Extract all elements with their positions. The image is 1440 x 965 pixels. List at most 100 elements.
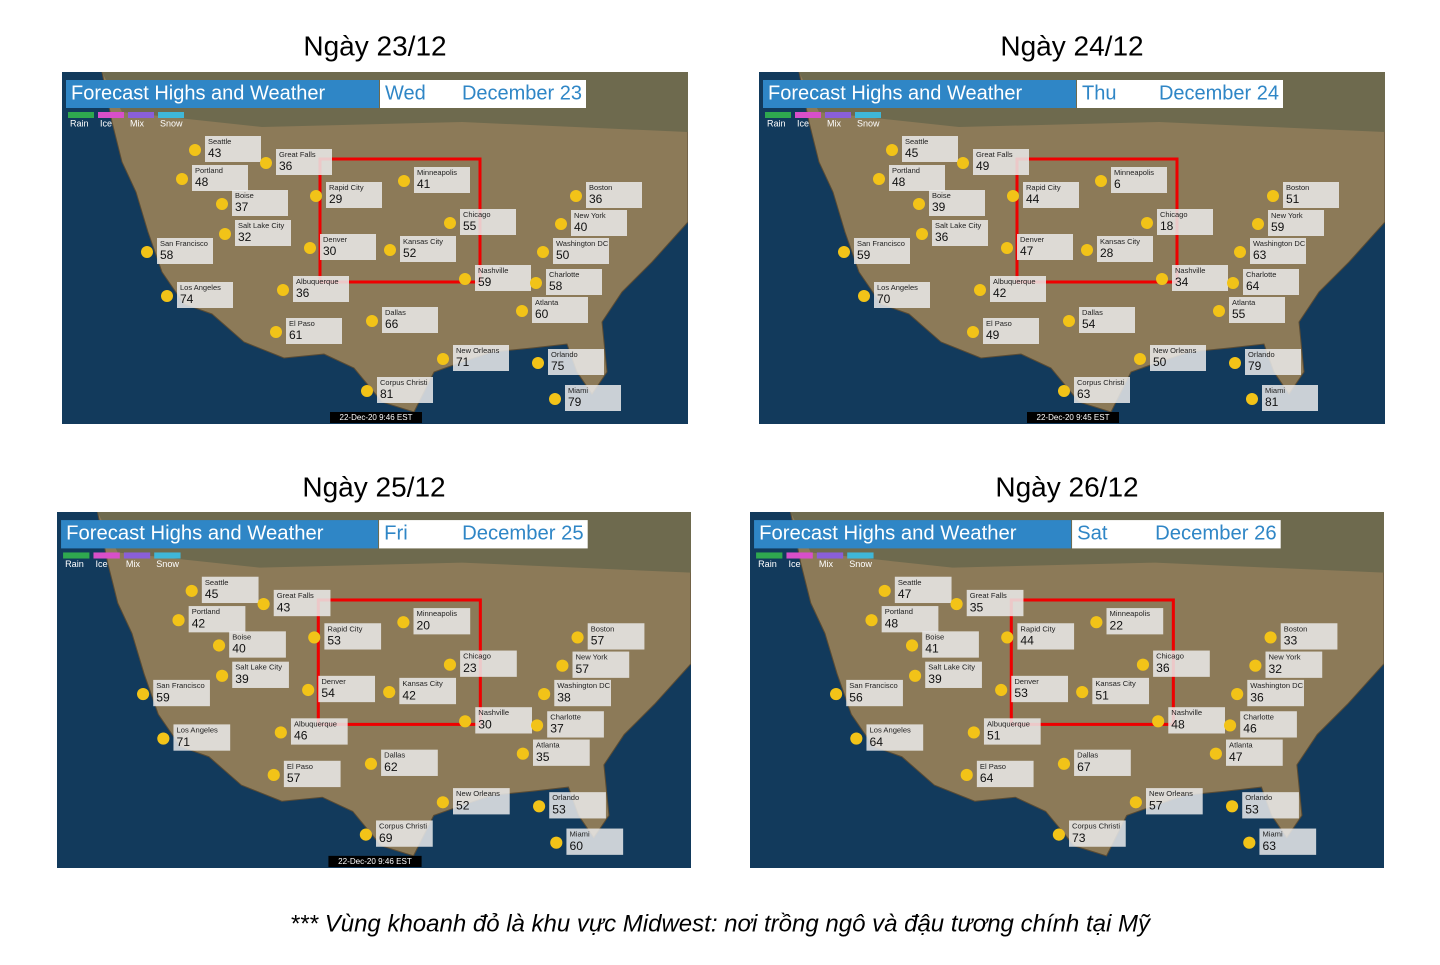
city-temp: 30	[323, 244, 337, 258]
city-box	[320, 234, 376, 260]
weather-icon	[571, 631, 584, 644]
legend-swatch	[847, 552, 874, 559]
city-box	[532, 297, 588, 323]
legend-label: Ice	[797, 118, 809, 128]
city-name: Albuquerque	[993, 277, 1036, 286]
city-temp: 73	[1072, 831, 1086, 845]
weather-icon	[1152, 715, 1165, 728]
city-box	[1226, 739, 1283, 766]
legend-label: Mix	[827, 118, 841, 128]
weather-icon	[277, 284, 289, 296]
legend-label: Mix	[126, 559, 141, 569]
city-name: Charlotte	[549, 270, 579, 279]
city-box	[201, 576, 259, 604]
header-date: December 24	[1159, 82, 1279, 104]
city-name: Denver	[323, 235, 348, 244]
timestamp-box	[328, 855, 422, 867]
city-box	[153, 679, 210, 707]
city-temp: 81	[1265, 395, 1279, 409]
city-name: El Paso	[287, 762, 313, 771]
legend-swatch	[63, 552, 90, 559]
city-name: Dallas	[384, 751, 405, 760]
date-box	[1077, 80, 1283, 108]
weather-icon	[1001, 242, 1013, 254]
city-box	[1074, 377, 1130, 403]
legend-swatch	[154, 552, 181, 559]
city-name: Salt Lake City	[928, 663, 975, 672]
header-date: December 25	[462, 523, 584, 545]
city-name: Kansas City	[1095, 679, 1136, 688]
timestamp: 22-Dec-20 9:46 EST	[338, 857, 412, 866]
city-name: Chicago	[1156, 652, 1184, 661]
city-box	[854, 238, 910, 264]
weather-icon	[172, 614, 185, 627]
city-name: Dallas	[385, 308, 406, 317]
city-box	[932, 220, 988, 246]
city-temp: 53	[327, 634, 341, 648]
city-name: Rapid City	[327, 624, 362, 633]
weather-icon	[1007, 190, 1019, 202]
weather-icon	[1231, 687, 1244, 701]
city-box	[973, 149, 1029, 175]
weather-icon	[549, 393, 561, 405]
city-box	[232, 190, 288, 216]
city-name: San Francisco	[849, 681, 897, 690]
weather-icon	[366, 315, 378, 327]
city-temp: 28	[1100, 246, 1114, 260]
legend-label: Rain	[758, 559, 777, 569]
weather-icon	[873, 173, 885, 185]
city-box	[286, 318, 342, 344]
city-temp: 79	[1248, 359, 1262, 373]
city-box	[1145, 788, 1203, 815]
legend-swatch	[98, 112, 124, 118]
legend-label: Ice	[788, 559, 800, 569]
city-temp: 36	[1250, 690, 1264, 704]
city-temp: 48	[892, 175, 906, 189]
weather-icon	[913, 198, 925, 210]
city-temp: 56	[849, 690, 863, 704]
weather-icon	[1058, 385, 1070, 397]
city-name: Portland	[195, 166, 223, 175]
city-name: Los Angeles	[180, 283, 221, 292]
weather-icon	[260, 157, 272, 169]
weather-icon	[1134, 353, 1146, 365]
city-box	[1092, 677, 1150, 705]
city-temp: 41	[925, 642, 939, 656]
city-name: Great Falls	[277, 591, 314, 600]
city-box	[553, 238, 609, 264]
city-name: Atlanta	[1229, 741, 1253, 750]
weather-map: Forecast Highs and Weather Thu December 24…	[759, 72, 1385, 424]
timestamp: 22-Dec-20 9:46 EST	[340, 413, 413, 422]
city-box	[966, 589, 1024, 617]
weather-icon	[516, 747, 529, 760]
header-bar	[66, 80, 379, 108]
weather-icon	[437, 353, 449, 365]
city-box	[273, 589, 331, 617]
header-date: December 23	[462, 82, 582, 104]
weather-icon	[967, 726, 980, 739]
city-box	[549, 792, 606, 819]
city-temp: 59	[478, 275, 492, 289]
weather-icon	[157, 732, 170, 745]
city-temp: 42	[402, 688, 416, 702]
weather-icon	[304, 242, 316, 254]
city-name: Portland	[892, 166, 920, 175]
city-name: New Orleans	[1153, 346, 1197, 355]
city-box	[546, 269, 602, 295]
city-name: Minneapolis	[1110, 609, 1151, 618]
city-name: Kansas City	[402, 679, 443, 688]
city-name: Chicago	[1160, 210, 1188, 219]
city-box	[318, 675, 376, 703]
city-name: Charlotte	[1243, 712, 1274, 721]
city-box	[1172, 265, 1228, 291]
weather-icon	[274, 726, 287, 739]
panel-title: Ngày 25/12	[302, 471, 445, 502]
weather-icon	[1223, 719, 1237, 732]
weather-icon	[516, 305, 528, 317]
city-temp: 71	[177, 735, 191, 749]
city-box	[874, 282, 930, 308]
city-name: New York	[1269, 653, 1301, 662]
city-name: Corpus Christi	[379, 822, 427, 831]
